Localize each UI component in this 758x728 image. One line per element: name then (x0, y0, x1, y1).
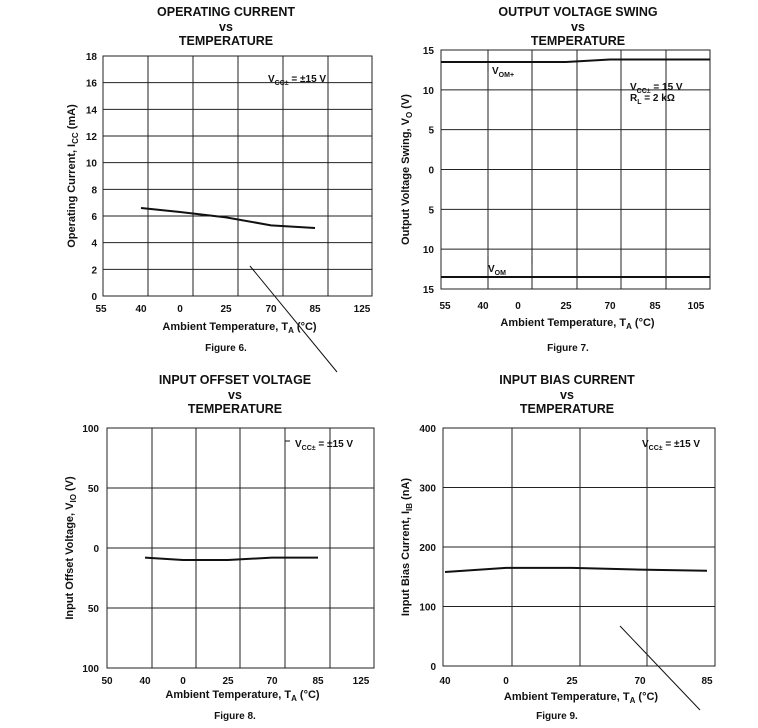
chart-2-x-tick-label: 25 (560, 301, 572, 312)
chart-1-caption: Figure 6. (205, 343, 247, 354)
chart-2-y-tick-label: 0 (428, 166, 434, 177)
chart-1-x-tick-label: 40 (135, 304, 147, 315)
chart-1-y-tick-label: 18 (86, 52, 98, 63)
chart-4-y-tick-label: 0 (430, 662, 436, 673)
chart-1-series-1-line (140, 207, 316, 229)
chart-3-x-axis-label: Ambient Temperature, TA (°C) (165, 689, 320, 703)
chart-3-series-1-line (144, 556, 318, 561)
chart-2-annotation-2: RL = 2 kΩ (630, 93, 675, 106)
chart-2-x-tick-label: 0 (515, 301, 521, 312)
chart-1-title-line-1: OPERATING CURRENT (157, 5, 295, 19)
chart-3-title-line-3: TEMPERATURE (188, 402, 282, 416)
chart-2-x-axis-label: Ambient Temperature, TA (°C) (500, 317, 655, 331)
chart-1-title-line-3: TEMPERATURE (179, 34, 273, 48)
chart-4-y-axis-label: Input Bias Current, IIB (nA) (400, 478, 414, 617)
chart-1-y-tick-label: 2 (91, 265, 97, 276)
chart-3-caption: Figure 8. (214, 711, 256, 722)
chart-1-y-tick-label: 4 (91, 239, 97, 250)
chart-4-x-tick-label: 40 (439, 676, 451, 687)
chart-3-title-line-2: vs (228, 388, 242, 402)
chart-3-y-tick-label: 0 (93, 544, 99, 555)
chart-4-series-1-line (444, 566, 708, 573)
chart-2-x-tick-label: 105 (688, 301, 705, 312)
chart-4-caption: Figure 9. (536, 711, 578, 722)
chart-2-y-tick-label: 15 (423, 285, 435, 296)
chart-2-y-axis-label: Output Voltage Swing, VO (V) (400, 94, 414, 245)
chart-1-x-tick-label: 0 (177, 304, 183, 315)
chart-3-annotation-1: VCC± = ±15 V (295, 439, 353, 452)
chart-2-x-tick-label: 85 (649, 301, 661, 312)
chart-4-y-tick-label: 300 (419, 484, 436, 495)
chart-1-y-tick-label: 10 (86, 159, 98, 170)
chart-4-x-axis-label: Ambient Temperature, TA (°C) (504, 691, 659, 705)
chart-4-x-tick-label: 85 (701, 676, 713, 687)
chart-1-title-line-2: vs (219, 20, 233, 34)
chart-2-title-line-2: vs (571, 20, 585, 34)
chart-3-x-tick-label: 50 (101, 676, 113, 687)
chart-1-x-tick-label: 125 (354, 304, 371, 315)
chart-3-y-tick-label: 50 (88, 484, 100, 495)
chart-2-y-tick-label: 10 (423, 245, 435, 256)
chart-4-x-tick-label: 70 (634, 676, 646, 687)
chart-2-title-line-3: TEMPERATURE (531, 34, 625, 48)
chart-1-y-tick-label: 14 (86, 105, 98, 116)
chart-2-series-1-line (441, 58, 710, 63)
chart-4-title-line-1: INPUT BIAS CURRENT (499, 373, 635, 387)
chart-1-y-tick-label: 8 (91, 185, 97, 196)
chart-4-title-line-3: TEMPERATURE (520, 402, 614, 416)
chart-1-y-tick-label: 16 (86, 79, 98, 90)
chart-2-x-tick-label: 70 (604, 301, 616, 312)
chart-3-x-tick-label: 25 (222, 676, 234, 687)
chart-2-x-tick-label: 55 (439, 301, 451, 312)
chart-3-title-line-1: INPUT OFFSET VOLTAGE (159, 373, 311, 387)
chart-3-x-tick-label: 85 (312, 676, 324, 687)
chart-4-y-tick-label: 400 (419, 424, 436, 435)
chart-2-series-label-2: VOM (488, 264, 506, 277)
chart-2-y-tick-label: 15 (423, 46, 435, 57)
chart-3-y-tick-label: 100 (82, 664, 99, 675)
chart-4-x-tick-label: 25 (566, 676, 578, 687)
chart-3-y-axis-label: Input Offset Voltage, VIO (V) (64, 476, 78, 620)
chart-2-y-tick-label: 10 (423, 86, 435, 97)
chart-3: INPUT OFFSET VOLTAGEvsTEMPERATURE1005005… (82, 373, 375, 722)
chart-2-series-label-1: VOM+ (492, 66, 514, 79)
chart-1-y-tick-label: 0 (91, 292, 97, 303)
chart-2-annotation-leader (619, 625, 701, 711)
chart-4-y-tick-label: 100 (419, 603, 436, 614)
chart-1-y-axis-label: Operating Current, ICC (mA) (66, 104, 80, 248)
chart-1-annotation-leader (249, 265, 338, 373)
chart-2-caption: Figure 7. (547, 343, 589, 354)
chart-2-title-line-1: OUTPUT VOLTAGE SWING (498, 5, 657, 19)
chart-1-y-tick-label: 12 (86, 132, 98, 143)
chart-4-x-tick-label: 0 (503, 676, 509, 687)
chart-1-x-axis-label: Ambient Temperature, TA (°C) (162, 321, 317, 335)
chart-4-annotation-1: VCC± = ±15 V (642, 439, 700, 452)
chart-3-y-tick-label: 100 (82, 424, 99, 435)
chart-1-x-tick-label: 85 (309, 304, 321, 315)
chart-1-x-tick-label: 25 (220, 304, 232, 315)
chart-2-x-tick-label: 40 (477, 301, 489, 312)
chart-3-y-tick-label: 50 (88, 604, 100, 615)
chart-2: OUTPUT VOLTAGE SWINGvsTEMPERATURE1510505… (423, 5, 711, 711)
chart-2-y-tick-label: 5 (428, 205, 434, 216)
chart-1-annotation-1: VCC± = ±15 V (268, 74, 326, 87)
chart-1-y-tick-label: 6 (91, 212, 97, 223)
chart-3-x-tick-label: 125 (353, 676, 370, 687)
chart-1-x-tick-label: 70 (265, 304, 277, 315)
chart-3-x-tick-label: 70 (266, 676, 278, 687)
chart-2-annotation-1: VCC± = 15 V (630, 82, 683, 95)
chart-3-x-tick-label: 0 (180, 676, 186, 687)
chart-4-y-tick-label: 200 (419, 543, 436, 554)
chart-1-x-tick-label: 55 (95, 304, 107, 315)
chart-3-x-tick-label: 40 (139, 676, 151, 687)
chart-4-title-line-2: vs (560, 388, 574, 402)
chart-2-y-tick-label: 5 (428, 126, 434, 137)
